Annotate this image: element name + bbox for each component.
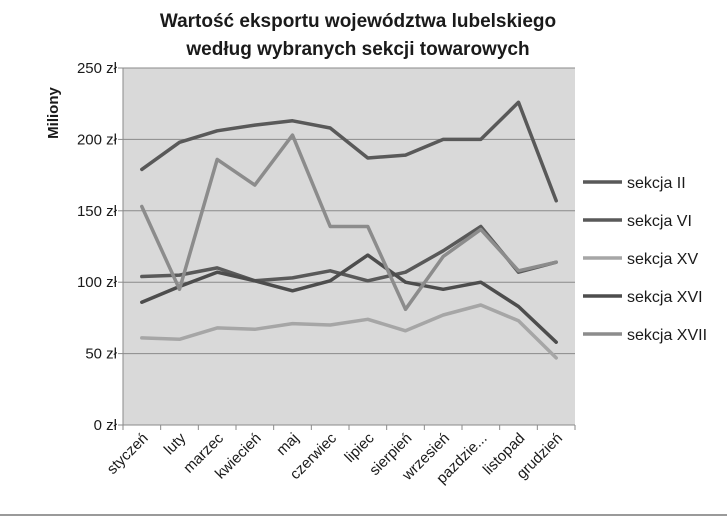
x-tick-label: maj <box>273 430 302 459</box>
x-tick-label: styczeń <box>104 430 152 478</box>
y-tick-label: 200 zł <box>77 131 118 148</box>
chart-title-line-1: Wartość eksportu województwa lubelskiego <box>160 11 556 32</box>
series-lines <box>140 100 558 360</box>
legend-label: sekcja XVI <box>627 289 703 306</box>
series-line <box>140 303 558 360</box>
y-tick-label: 50 zł <box>85 346 117 363</box>
legend-label: sekcja XV <box>627 251 698 268</box>
series-line <box>140 133 558 312</box>
y-tick-label: 250 zł <box>77 60 118 77</box>
y-axis-ticks: 0 zł 50 zł 100 zł 150 zł 200 zł 250 zł <box>77 60 123 434</box>
y-tick-label: 0 zł <box>94 417 118 434</box>
x-tick-label: luty <box>161 429 190 458</box>
legend-label: sekcja VI <box>627 213 692 230</box>
y-axis-label: Miliony <box>45 87 62 139</box>
series-line <box>140 100 558 203</box>
y-tick-label: 100 zł <box>77 274 118 291</box>
y-tick-label: 150 zł <box>77 203 118 220</box>
bottom-divider <box>0 514 727 516</box>
legend: sekcja II sekcja VI sekcja XV sekcja XVI sek… <box>583 175 707 344</box>
chart-title-line-2: według wybranych sekcji towarowych <box>185 39 529 60</box>
legend-label: sekcja II <box>627 175 686 192</box>
plot-area <box>123 68 575 425</box>
series-line <box>140 253 558 344</box>
legend-label: sekcja XVII <box>627 327 707 344</box>
